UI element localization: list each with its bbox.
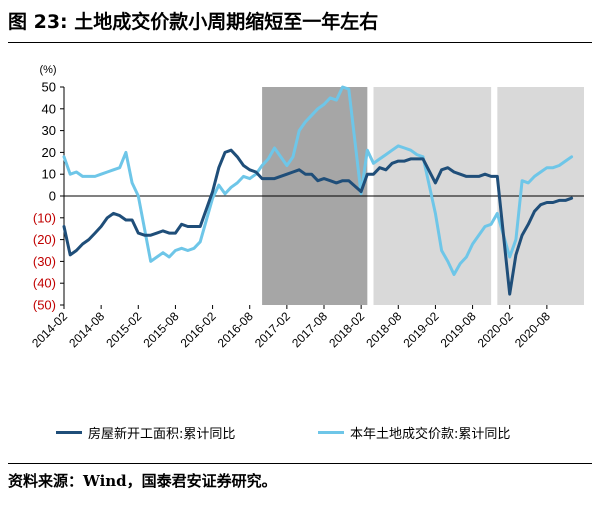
x-tick-label: 2014-08 xyxy=(66,309,107,350)
source-note: 资料来源：Wind，国泰君安证券研究。 xyxy=(8,472,277,490)
x-tick-label: 2016-02 xyxy=(178,309,219,350)
x-tick-label: 2019-08 xyxy=(438,309,479,350)
y-tick-label: (30) xyxy=(33,254,56,269)
y-tick-label: 30 xyxy=(42,123,56,138)
y-tick-label: 20 xyxy=(42,145,56,160)
x-tick-label: 2015-02 xyxy=(103,309,144,350)
y-tick-label: 10 xyxy=(42,167,56,182)
x-tick-label: 2017-02 xyxy=(252,309,293,350)
chart-legend: 房屋新开工面积:累计同比 本年土地成交价款:累计同比 xyxy=(0,412,600,452)
x-tick-label: 2020-08 xyxy=(512,309,553,350)
series-line-land-transaction xyxy=(62,85,574,276)
series-line-new-construction xyxy=(62,148,574,296)
y-tick-label: (50) xyxy=(33,298,56,313)
line-chart: (%)50403020100(10)(20)(30)(40)(50)2014-0… xyxy=(29,64,584,350)
y-unit-label: (%) xyxy=(39,64,56,76)
x-tick-label: 2019-02 xyxy=(401,309,442,350)
legend-item-land-transaction: 本年土地成交价款:累计同比 xyxy=(318,422,510,442)
x-tick-label: 2014-02 xyxy=(29,309,70,350)
title-divider xyxy=(8,42,592,43)
y-tick-label: (10) xyxy=(33,210,56,225)
x-tick-label: 2016-08 xyxy=(215,309,256,350)
x-tick-label: 2018-08 xyxy=(363,309,404,350)
y-tick-label: (20) xyxy=(33,232,56,247)
x-tick-label: 2015-08 xyxy=(141,309,182,350)
legend-item-new-construction: 房屋新开工面积:累计同比 xyxy=(56,422,235,442)
y-tick-label: 40 xyxy=(42,101,56,116)
legend-label-land-transaction: 本年土地成交价款:累计同比 xyxy=(350,426,511,442)
x-tick-label: 2018-02 xyxy=(326,309,367,350)
chart-area: (%) 50 40 30 20 10 0 (10) (20) (30) (40) (50) 2014-0… xyxy=(0,50,600,410)
y-tick-label: (40) xyxy=(33,276,56,291)
legend-swatch-dark xyxy=(56,430,82,434)
source-divider xyxy=(8,463,592,464)
x-tick-label: 2020-02 xyxy=(475,309,516,350)
legend-swatch-light xyxy=(318,430,344,434)
x-tick-label: 2017-08 xyxy=(289,309,330,350)
figure-title: 图 23: 土地成交价款小周期缩短至一年左右 xyxy=(8,11,379,33)
y-tick-label: 50 xyxy=(42,80,56,95)
y-tick-label: 0 xyxy=(49,189,56,204)
legend-label-new-construction: 房屋新开工面积:累计同比 xyxy=(88,426,236,442)
